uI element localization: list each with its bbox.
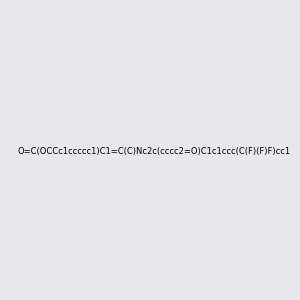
Text: O=C(OCCc1ccccc1)C1=C(C)Nc2c(cccc2=O)C1c1ccc(C(F)(F)F)cc1: O=C(OCCc1ccccc1)C1=C(C)Nc2c(cccc2=O)C1c1…: [17, 147, 290, 156]
